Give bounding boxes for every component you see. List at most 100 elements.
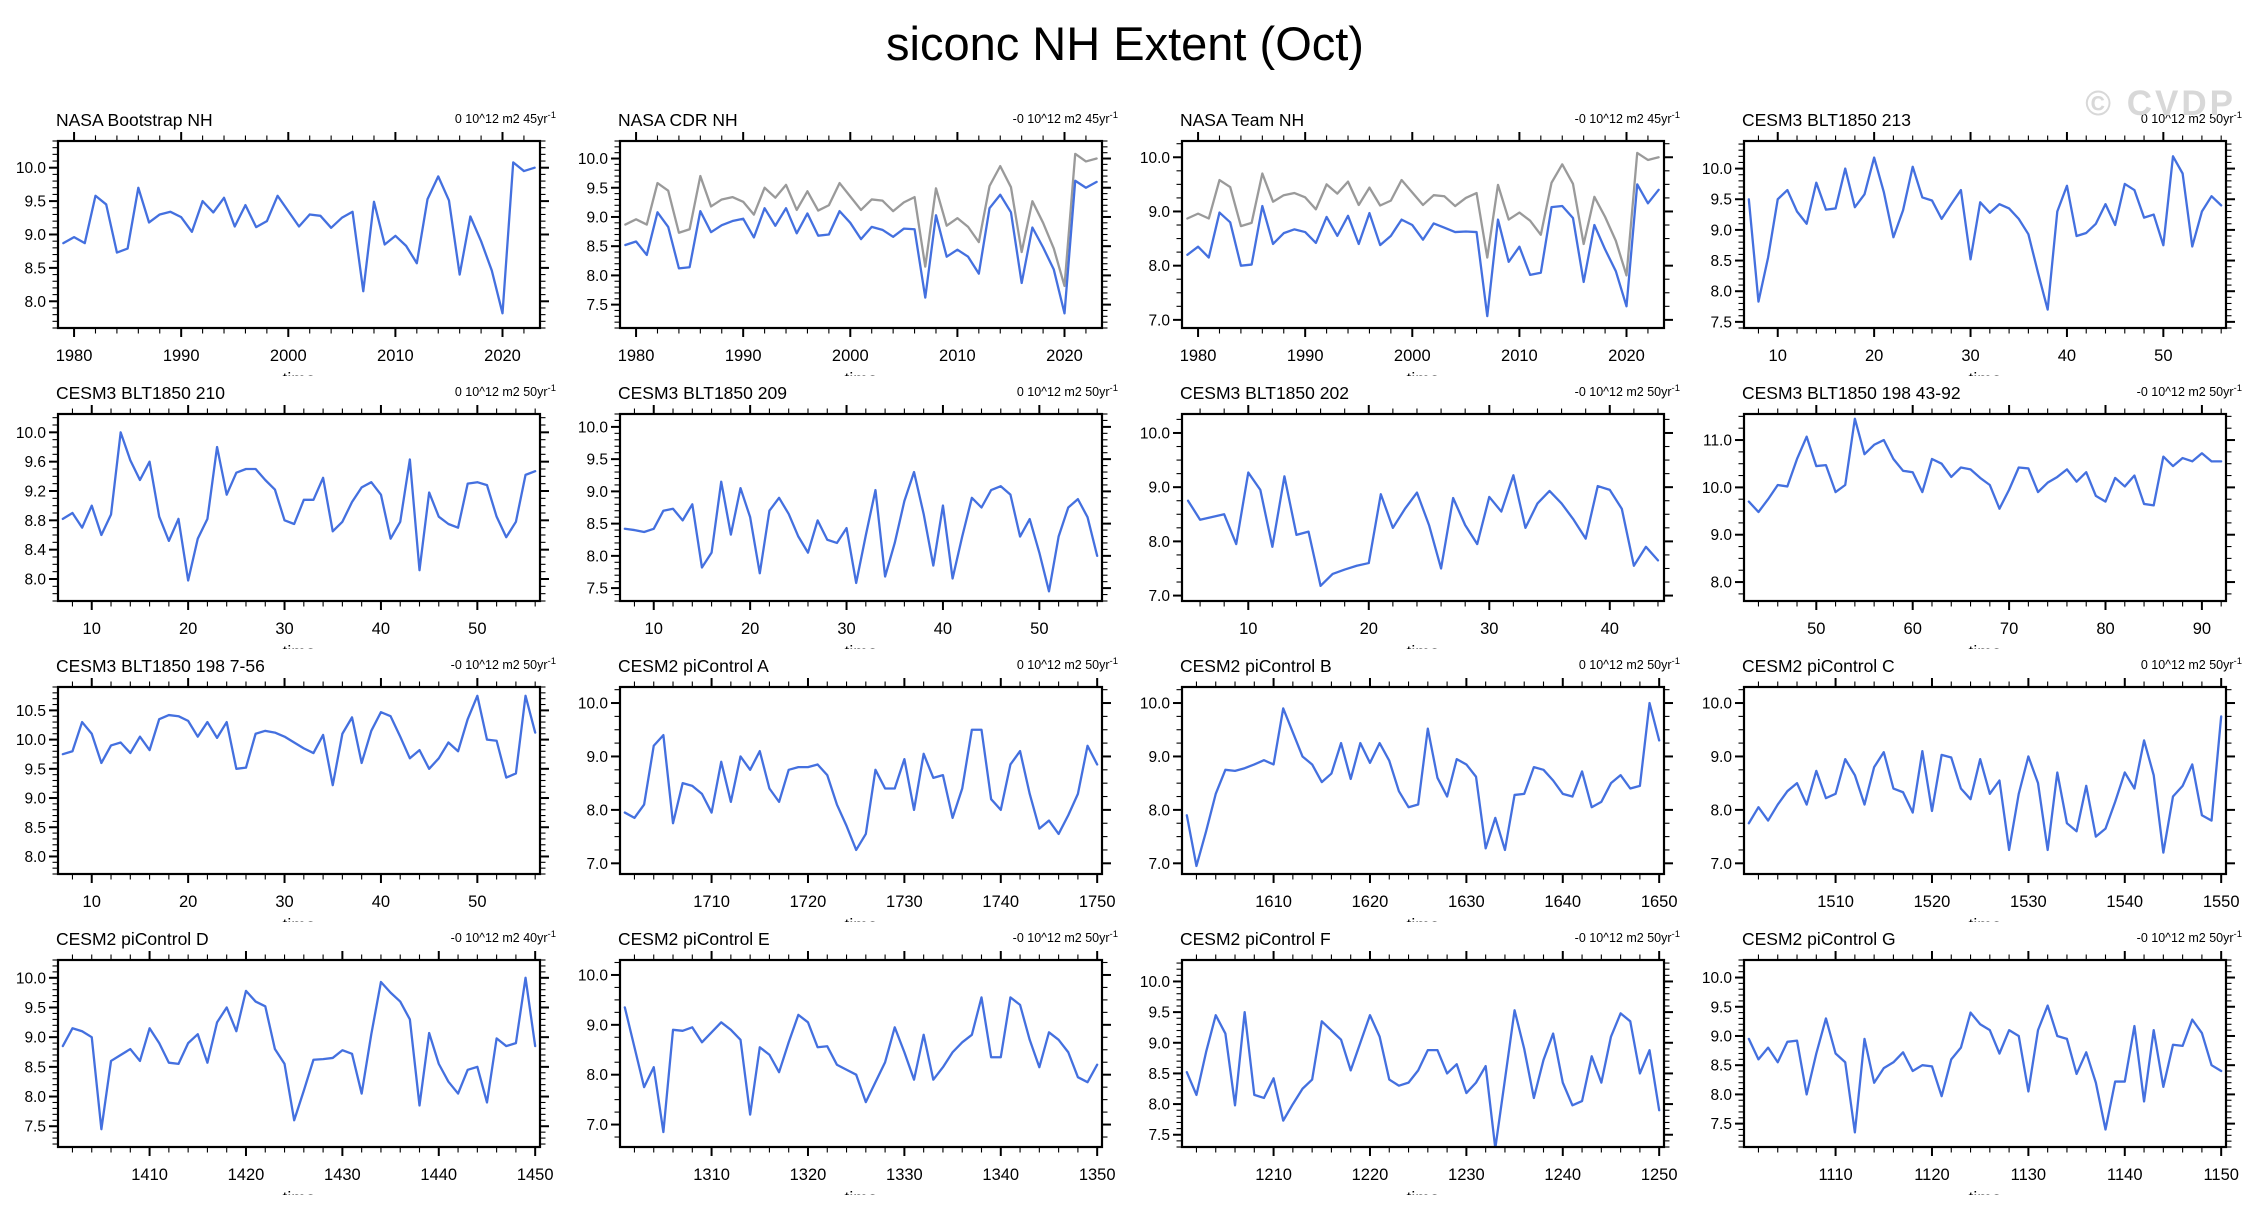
- x-tick-label: 1450: [517, 1166, 554, 1184]
- y-tick-label: 9.5: [1710, 999, 1732, 1016]
- x-tick-label: 1710: [693, 893, 730, 911]
- x-tick-label: 1990: [1287, 347, 1324, 365]
- x-tick-label: 1980: [56, 347, 93, 365]
- panel-title: CESM3 BLT1850 202: [1180, 383, 1349, 403]
- y-tick-label: 9.2: [24, 484, 46, 501]
- trend-annotation: -0 10^12 m2 45yr-1: [1575, 110, 1680, 126]
- series-primary-line: [1186, 183, 1660, 318]
- axis-ticks: [611, 405, 1111, 610]
- y-tick-label: 10.0: [1702, 696, 1733, 713]
- panel-cesm2-picontrol-c: 7.0 8.0 9.0 10.0 1510 1520 1530 1540 1550 CESM2 p…: [1702, 656, 2242, 922]
- trend-annotation: 0 10^12 m2 50yr-1: [1017, 383, 1118, 399]
- x-tick-label: 1740: [982, 893, 1019, 911]
- plot-area: [1747, 715, 2223, 854]
- y-tick-label: 9.5: [24, 1000, 46, 1017]
- y-tick-label: 8.0: [586, 548, 608, 565]
- x-tick-label: 1980: [618, 347, 655, 365]
- x-tick-label: 50: [468, 893, 486, 911]
- series-primary-line: [62, 161, 536, 315]
- x-tick-label: 50: [468, 620, 486, 638]
- y-tick-label: 8.0: [1710, 1087, 1732, 1104]
- axis-ticks: [1735, 132, 2235, 337]
- panel-title: CESM3 BLT1850 198 43-92: [1742, 383, 1961, 403]
- x-tick-label: 1410: [131, 1166, 168, 1184]
- x-tick-label: 1150: [2203, 1166, 2238, 1184]
- trend-annotation: -0 10^12 m2 50yr-1: [451, 656, 556, 672]
- x-tick-label: 2000: [1394, 347, 1431, 365]
- x-tick-label: 1640: [1544, 893, 1581, 911]
- x-tick-label: 1250: [1641, 1166, 1678, 1184]
- plot-frame: [56, 958, 542, 1149]
- x-tick-label: 1520: [1914, 893, 1951, 911]
- x-axis-label: time: [1406, 1188, 1439, 1195]
- y-tick-label: 10.0: [1140, 974, 1171, 991]
- y-tick-label: 9.0: [586, 749, 608, 766]
- x-tick-label: 1320: [790, 1166, 827, 1184]
- x-tick-label: 1350: [1079, 1166, 1116, 1184]
- series-reference-line: [1186, 151, 1660, 277]
- x-tick-label: 1630: [1448, 893, 1485, 911]
- x-tick-label: 2000: [270, 347, 307, 365]
- x-tick-label: 30: [837, 620, 855, 638]
- x-tick-label: 90: [2193, 620, 2211, 638]
- plot-area: [623, 996, 1099, 1134]
- plot-area: [623, 470, 1099, 593]
- y-tick-label: 10.0: [578, 967, 609, 984]
- y-tick-label: 9.0: [1710, 1028, 1732, 1045]
- y-tick-label: 10.0: [1140, 150, 1171, 167]
- y-tick-label: 9.5: [586, 452, 608, 469]
- series-primary-line: [1747, 715, 2223, 854]
- y-tick-label: 8.5: [586, 516, 608, 533]
- trend-annotation: -0 10^12 m2 50yr-1: [2137, 929, 2242, 945]
- x-tick-label: 30: [1480, 620, 1498, 638]
- x-axis-label: time: [1968, 1188, 2001, 1195]
- y-tick-label: 10.0: [578, 151, 609, 168]
- y-tick-label: 8.0: [1148, 1097, 1170, 1114]
- x-tick-label: 20: [1865, 347, 1883, 365]
- x-tick-label: 1340: [982, 1166, 1019, 1184]
- axis-ticks: [49, 405, 549, 610]
- panel-title: NASA Bootstrap NH: [56, 110, 213, 130]
- panel-cesm2-picontrol-f: 7.5 8.0 8.5 9.0 9.5 10.0 1210 1220 1230 1240 1250 C…: [1140, 929, 1680, 1195]
- y-tick-label: 9.5: [24, 194, 46, 211]
- y-tick-label: 8.0: [586, 1067, 608, 1084]
- panel-title: NASA CDR NH: [618, 110, 738, 130]
- x-tick-label: 1730: [886, 893, 923, 911]
- axis-ticks: [1735, 405, 2235, 610]
- x-axis-label: time: [844, 369, 877, 376]
- panel-cesm2-picontrol-g: 7.5 8.0 8.5 9.0 9.5 10.0 1110 1120 1130 1140 1150 C…: [1702, 929, 2242, 1195]
- x-tick-label: 2020: [484, 347, 521, 365]
- x-tick-label: 1140: [2107, 1166, 2142, 1184]
- x-tick-label: 1720: [790, 893, 827, 911]
- y-tick-label: 8.5: [24, 260, 46, 277]
- y-tick-label: 9.5: [586, 180, 608, 197]
- plot-frame: [618, 139, 1104, 330]
- trend-annotation: 0 10^12 m2 50yr-1: [2141, 110, 2242, 126]
- y-tick-label: 9.0: [586, 484, 608, 501]
- y-tick-label: 9.0: [586, 1017, 608, 1034]
- x-tick-label: 1430: [324, 1166, 361, 1184]
- x-tick-label: 1530: [2010, 893, 2047, 911]
- panel-title: NASA Team NH: [1180, 110, 1304, 130]
- x-tick-label: 10: [83, 893, 101, 911]
- plot-area: [623, 728, 1099, 852]
- x-axis-label: time: [282, 915, 315, 922]
- panel-title: CESM3 BLT1850 198 7-56: [56, 656, 265, 676]
- y-tick-label: 9.0: [1148, 1035, 1170, 1052]
- x-tick-label: 40: [1601, 620, 1619, 638]
- x-tick-label: 1220: [1352, 1166, 1389, 1184]
- x-tick-label: 10: [645, 620, 663, 638]
- x-tick-label: 80: [2096, 620, 2114, 638]
- plot-frame: [56, 685, 542, 876]
- panel-title: CESM2 piControl G: [1742, 929, 1896, 949]
- series-primary-line: [1186, 471, 1660, 587]
- y-tick-label: 8.0: [24, 849, 46, 866]
- y-tick-label: 9.6: [24, 454, 46, 471]
- y-tick-label: 8.5: [1710, 1058, 1732, 1075]
- x-axis-label: time: [282, 642, 315, 649]
- x-tick-label: 30: [1961, 347, 1979, 365]
- y-tick-label: 10.0: [578, 696, 609, 713]
- series-primary-line: [624, 179, 1098, 315]
- plot-area: [1747, 155, 2223, 311]
- x-axis-label: time: [1406, 915, 1439, 922]
